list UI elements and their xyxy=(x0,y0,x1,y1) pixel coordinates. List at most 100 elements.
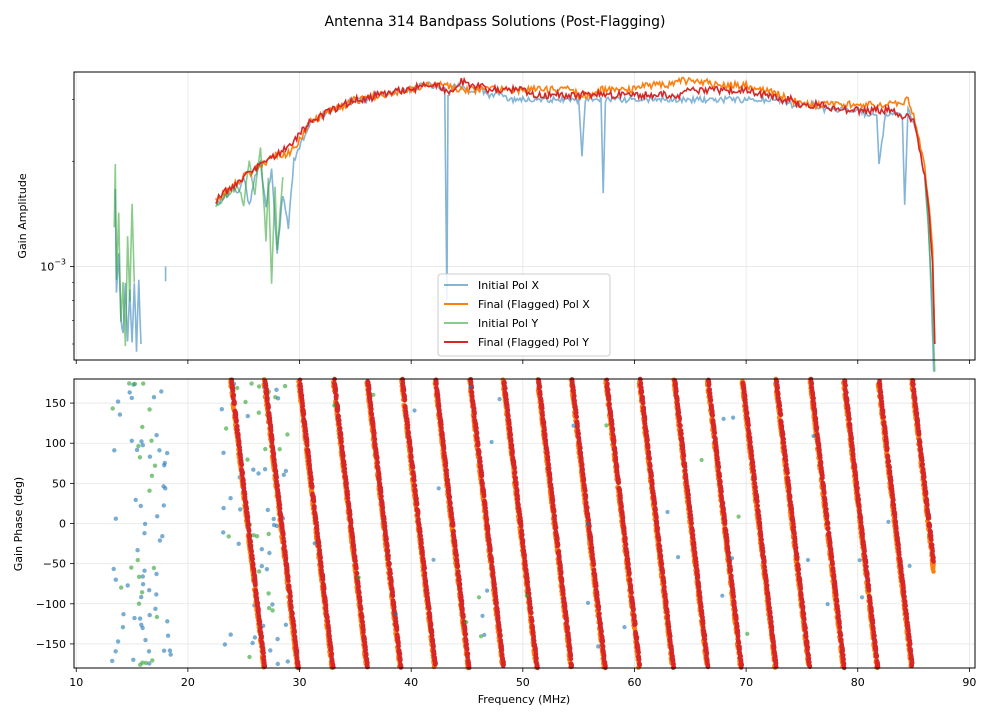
phase-point-initial-y xyxy=(154,614,160,620)
phase-point-initial-x xyxy=(219,407,224,412)
phase-point-initial-x xyxy=(285,659,290,664)
phase-points xyxy=(110,376,936,671)
phase-point-initial-x xyxy=(137,616,143,621)
phase-point-initial-x xyxy=(256,471,261,476)
phase-point-initial-x xyxy=(142,568,147,573)
phase-point-initial-y xyxy=(256,569,262,574)
amplitude-line-3 xyxy=(113,163,136,347)
phase-point-initial-x xyxy=(157,448,162,453)
phase-point-initial-x xyxy=(165,619,170,624)
phase-point-initial-x xyxy=(140,574,145,579)
phase-point-initial-x xyxy=(133,497,138,503)
phase-point-initial-y xyxy=(226,534,231,539)
phase-point-initial-y xyxy=(150,658,155,663)
phase-point-initial-x xyxy=(165,633,171,638)
phase-point-initial-x xyxy=(147,612,152,618)
phase-point-initial-x xyxy=(154,592,159,597)
amplitude-line-3 xyxy=(924,178,936,372)
phase-point-initial-y xyxy=(127,381,132,386)
phase-point-initial-y xyxy=(235,385,240,391)
phase-point-initial-y xyxy=(137,455,143,460)
phase-point-initial-x xyxy=(139,439,144,444)
phase-point-initial-x xyxy=(167,648,173,653)
phase-point-initial-x xyxy=(129,438,134,443)
phase-point-initial-y xyxy=(249,381,254,386)
phase-point-initial-x xyxy=(259,563,264,569)
phase-point-initial-x xyxy=(140,582,146,587)
phase-point-initial-x xyxy=(236,541,241,546)
phase-point-initial-x xyxy=(283,468,289,474)
phase-point-initial-x xyxy=(110,658,115,664)
phase-point-initial-x xyxy=(120,625,126,630)
amplitude-lines xyxy=(113,76,936,372)
phase-point-initial-x xyxy=(155,514,160,519)
phase-point-initial-x xyxy=(270,602,275,607)
phase-point-initial-y xyxy=(140,424,145,430)
phase-point-initial-x xyxy=(147,454,153,459)
phase-point-initial-y xyxy=(263,446,268,452)
phase-point-initial-y xyxy=(251,533,256,538)
phase-point-initial-y xyxy=(277,447,282,452)
legend-label-final_x: Final (Flagged) Pol X xyxy=(478,298,590,311)
phase-point-initial-x xyxy=(127,390,132,395)
phase-point-initial-y xyxy=(143,660,149,666)
phase-point-initial-x xyxy=(281,472,286,477)
phase-point-initial-x xyxy=(154,571,159,577)
amplitude-line-4 xyxy=(215,76,936,345)
phase-point-initial-x xyxy=(153,606,158,611)
phase-point-initial-x xyxy=(112,448,117,453)
phase-point-initial-y xyxy=(266,605,272,611)
phase-point-initial-x xyxy=(161,503,166,508)
amplitude-legend: Initial Pol X Final (Flagged) Pol X Initia… xyxy=(437,273,611,357)
phase-point-initial-x xyxy=(238,507,243,512)
phase-point-initial-x xyxy=(139,594,144,600)
legend-label-initial_y: Initial Pol Y xyxy=(478,317,538,330)
phase-point-initial-x xyxy=(264,567,270,572)
phase-point-initial-x xyxy=(265,507,270,513)
phase-point-initial-x xyxy=(168,652,173,657)
phase-point-initial-x xyxy=(115,399,121,404)
phase-point-initial-x xyxy=(274,387,279,392)
phase-point-initial-x xyxy=(147,661,152,666)
phase-point-initial-x xyxy=(113,649,118,654)
phase-point-initial-x xyxy=(154,433,159,438)
phase-point-initial-x xyxy=(222,642,228,647)
phase-point-initial-x xyxy=(115,639,121,644)
phase-point-initial-y xyxy=(256,410,261,415)
phase-point-initial-x xyxy=(268,648,273,653)
phase-point-initial-x xyxy=(151,395,157,400)
phase-point-initial-x xyxy=(251,467,256,472)
phase-point-initial-x xyxy=(111,566,116,572)
phase-point-initial-x xyxy=(275,636,280,642)
phase-point-initial-x xyxy=(274,523,280,529)
phase-point-initial-x xyxy=(161,648,167,653)
phase-point-initial-x xyxy=(121,612,126,617)
amplitude-line-3 xyxy=(215,147,284,284)
phase-point-initial-y xyxy=(223,426,229,431)
phase-point-initial-y xyxy=(256,384,262,389)
legend-label-initial_x: Initial Pol X xyxy=(478,279,539,292)
phase-point-initial-y xyxy=(151,565,157,571)
phase-point-initial-y xyxy=(132,381,138,387)
figure-title: Antenna 314 Bandpass Solutions (Post-Fla… xyxy=(325,14,666,30)
phase-point-initial-x xyxy=(117,412,123,417)
phase-point-initial-x xyxy=(275,661,280,667)
amplitude-y-axis-label: Gain Amplitude xyxy=(16,173,29,258)
phase-point-initial-y xyxy=(270,608,275,613)
phase-point-initial-x xyxy=(161,484,166,489)
amplitude-axes-frame xyxy=(73,71,976,361)
amplitude-grid xyxy=(74,72,975,360)
phase-point-initial-x xyxy=(125,583,130,588)
phase-point-initial-x xyxy=(139,622,144,627)
phase-point-initial-x xyxy=(142,521,148,527)
phase-point-initial-x xyxy=(134,447,140,453)
phase-point-initial-y xyxy=(139,590,145,595)
phase-point-initial-x xyxy=(221,450,226,455)
phase-point-initial-y xyxy=(149,438,154,443)
phase-point-initial-y xyxy=(119,585,124,590)
phase-point-initial-y xyxy=(110,406,115,411)
phase-point-initial-y xyxy=(285,432,290,437)
phase-point-initial-x xyxy=(262,467,268,472)
phase-point-initial-y xyxy=(147,407,152,412)
